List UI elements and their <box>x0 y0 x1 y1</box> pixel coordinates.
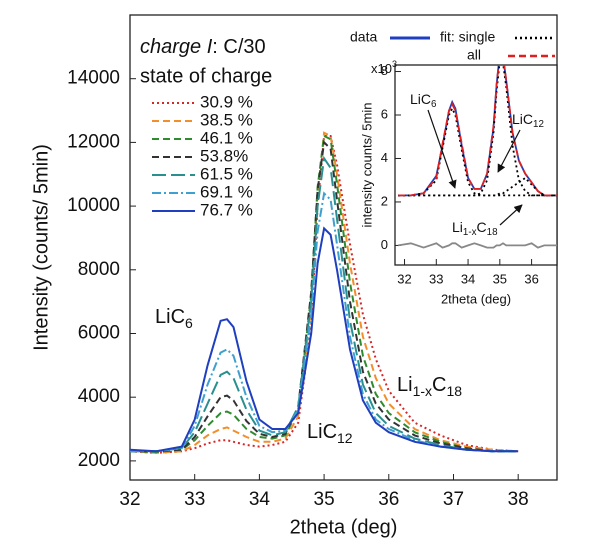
x-tick-label: 33 <box>184 489 205 510</box>
annotation: LiC6 <box>155 306 193 330</box>
annotation: Li1-xC18 <box>397 374 462 398</box>
text-part: 12 <box>337 430 353 446</box>
y-tick-label: 2 <box>381 193 388 208</box>
legend-label: 38.5 % <box>200 110 253 129</box>
x-tick-label: 37 <box>443 489 464 510</box>
plot-lines <box>130 131 519 454</box>
text-part: Li <box>397 374 413 396</box>
legend-title: charge I: C/30 <box>140 36 266 58</box>
text-part: LiC <box>410 91 431 107</box>
text-part: 6 <box>185 315 193 331</box>
y-axis-title: intensity counts/ 5min <box>359 102 374 227</box>
series-line <box>130 191 519 453</box>
series-line <box>130 226 519 453</box>
inset-background <box>395 65 557 265</box>
text-part: 18 <box>487 227 498 238</box>
legend-label: 76.7 % <box>200 200 253 219</box>
text-part: 1-x <box>413 383 432 399</box>
y-tick-label: 10000 <box>67 195 120 216</box>
x-tick-label: 35 <box>493 271 507 286</box>
text-part: 12 <box>533 119 544 130</box>
annotation: LiC12 <box>512 111 544 130</box>
text-part: 3 <box>392 59 397 69</box>
text-part: Li <box>452 219 463 235</box>
annotation-arrow <box>499 204 523 226</box>
x-tick-label: 34 <box>461 271 475 286</box>
annotation: LiC6 <box>410 91 437 110</box>
text-part: LiC <box>307 421 337 443</box>
plot-lines <box>398 65 557 249</box>
annotation: Li1-xC18 <box>452 219 498 238</box>
x-tick-label: 34 <box>249 489 271 510</box>
x-tick-label: 35 <box>314 489 335 510</box>
series-line <box>130 135 519 454</box>
legend-label: 53.8% <box>200 146 248 165</box>
y-tick-label: 2000 <box>78 450 120 471</box>
x-axis-title: 2theta (deg) <box>441 291 511 306</box>
text-part: 6 <box>431 99 437 110</box>
x-axis-title: 2theta (deg) <box>290 516 398 538</box>
text-part: x10 <box>371 61 392 76</box>
y-tick-label: 4000 <box>78 386 120 407</box>
plot-frame <box>394 64 558 266</box>
y-tick-label: 8 <box>381 63 388 78</box>
x-tick-label: 36 <box>378 489 399 510</box>
text-part: 1-x <box>463 227 477 238</box>
legend-label: fit: single <box>440 29 495 45</box>
x-tick-label: 38 <box>508 489 529 510</box>
text-part: C <box>477 219 487 235</box>
y-tick-label: 4 <box>381 150 388 165</box>
legend-label: data <box>350 29 377 45</box>
y-tick-label: 6000 <box>78 323 120 344</box>
annotation-arrow <box>427 109 457 189</box>
legend-label: 69.1 % <box>200 182 253 201</box>
legend-label: 61.5 % <box>200 164 253 183</box>
annotation: LiC12 <box>307 421 353 445</box>
series-line <box>398 65 557 197</box>
x-tick-label: 32 <box>397 271 411 286</box>
text-part: C <box>432 374 446 396</box>
annotation-arrow <box>497 129 521 173</box>
text-part: charge I <box>140 36 213 58</box>
legend-label: 30.9 % <box>200 92 253 111</box>
legend-label: 46.1 % <box>200 128 253 147</box>
text-part: 18 <box>446 383 462 399</box>
y-tick-label: 8000 <box>78 259 120 280</box>
series-line <box>398 242 557 249</box>
x-tick-label: 36 <box>524 271 538 286</box>
y-multiplier: x103 <box>371 59 397 76</box>
text-part: : C/30 <box>212 36 265 58</box>
x-tick-label: 33 <box>429 271 443 286</box>
y-tick-label: 0 <box>381 237 388 252</box>
legend-subtitle: state of charge <box>140 65 272 87</box>
y-tick-label: 14000 <box>67 68 120 89</box>
y-tick-label: 12000 <box>67 131 120 152</box>
y-axis-title: Intensity (counts/ 5min) <box>30 144 52 351</box>
series-line <box>130 155 519 453</box>
text-part: LiC <box>155 306 185 328</box>
x-tick-label: 32 <box>119 489 140 510</box>
legend-label: all <box>467 47 481 63</box>
y-tick-label: 6 <box>381 106 388 121</box>
text-part: LiC <box>512 111 533 127</box>
